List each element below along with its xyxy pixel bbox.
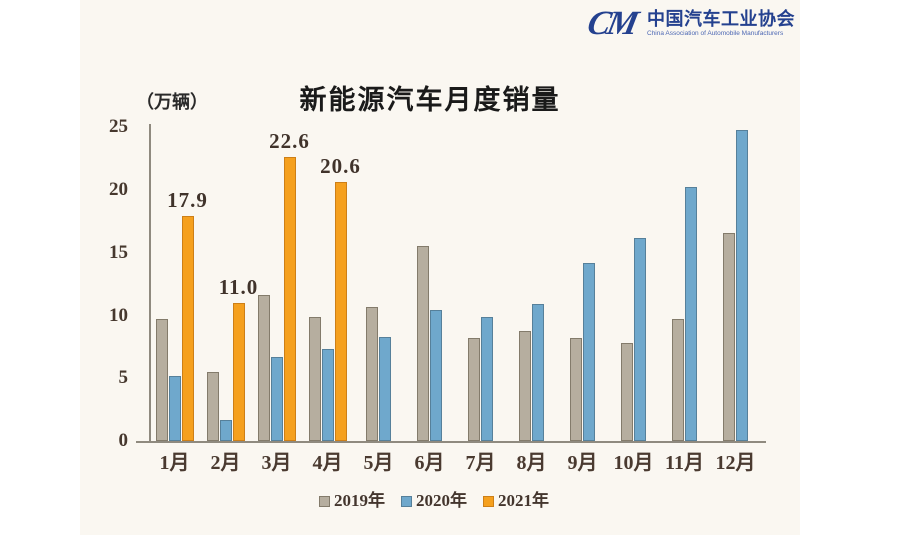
- bar-2019年-2月: [206, 372, 219, 441]
- bar-2019年-10月: [621, 343, 633, 441]
- bar-2020年-8月: [532, 304, 544, 441]
- bar-2020年-6月: [430, 310, 442, 441]
- legend-item-2019年: 2019年: [319, 491, 385, 511]
- bar-value-label-2月: 11.0: [218, 275, 259, 299]
- legend-swatch-2021年: [483, 495, 494, 507]
- x-axis-label-10月: 10月: [613, 452, 654, 474]
- bar-2019年-12月: [723, 233, 735, 441]
- bar-2021年-2月: [232, 303, 245, 441]
- logo-name-cn: 中国汽车工业协会: [647, 9, 795, 29]
- bar-2020年-1月: [168, 376, 181, 441]
- bar-2020年-10月: [634, 238, 646, 441]
- legend-swatch-2020年: [401, 495, 412, 507]
- bar-2020年-4月: [321, 349, 334, 441]
- bar-2019年-3月: [257, 295, 270, 441]
- y-axis-tick-label: 25: [109, 116, 128, 138]
- bar-2019年-9月: [570, 338, 582, 441]
- bar-2019年-4月: [308, 317, 321, 441]
- bar-2019年-1月: [155, 319, 168, 441]
- x-axis-label-11月: 11月: [665, 452, 704, 474]
- legend-label-2021年: 2021年: [498, 491, 549, 510]
- chart-title: 新能源汽车月度销量: [299, 85, 561, 115]
- bar-2020年-7月: [481, 317, 493, 441]
- x-axis-label-2月: 2月: [210, 452, 241, 474]
- bar-2019年-5月: [366, 307, 378, 441]
- caam-logo: CM 中国汽车工业协会 China Association of Automob…: [584, 5, 795, 42]
- x-axis-label-7月: 7月: [465, 452, 496, 474]
- bar-value-label-3月: 22.6: [269, 129, 310, 153]
- logo-name-en: China Association of Automobile Manufact…: [647, 30, 784, 37]
- x-axis-label-8月: 8月: [516, 452, 547, 474]
- bar-2019年-11月: [672, 319, 684, 441]
- legend-item-2021年: 2021年: [483, 491, 549, 511]
- x-axis-label-4月: 4月: [312, 452, 343, 474]
- y-axis-line: [149, 124, 151, 443]
- slide-panel: CM 中国汽车工业协会 China Association of Automob…: [80, 0, 800, 535]
- bar-value-label-4月: 20.6: [320, 154, 361, 178]
- bar-2020年-11月: [685, 187, 697, 441]
- x-axis-label-9月: 9月: [567, 452, 598, 474]
- x-axis-label-5月: 5月: [363, 452, 394, 474]
- x-axis-label-6月: 6月: [414, 452, 445, 474]
- y-axis-unit-label: （万辆）: [136, 92, 208, 112]
- x-axis-label-12月: 12月: [715, 452, 756, 474]
- bar-value-label-1月: 17.9: [167, 188, 208, 212]
- bar-2020年-12月: [736, 130, 748, 441]
- legend-item-2020年: 2020年: [401, 491, 467, 511]
- bar-2019年-8月: [519, 331, 531, 441]
- legend-label-2020年: 2020年: [416, 491, 467, 510]
- y-axis-tick-label: 0: [118, 430, 129, 451]
- x-axis-label-1月: 1月: [159, 452, 190, 474]
- bar-2020年-9月: [583, 263, 595, 441]
- legend: 2019年 2020年 2021年: [80, 491, 788, 511]
- legend-label-2019年: 2019年: [334, 491, 385, 510]
- bar-2020年-5月: [379, 337, 391, 441]
- bar-2021年-1月: [181, 216, 194, 441]
- bar-2021年-4月: [334, 182, 347, 441]
- x-axis-line: [136, 441, 766, 443]
- plot-area: 0 5 10 15 20 25 17.9 1月 11.0 2月 22.6 3月 20.6 4月 5月 6月 7月…: [80, 0, 800, 535]
- y-axis-tick-label: 20: [109, 179, 128, 200]
- legend-swatch-2019年: [319, 495, 330, 507]
- y-axis-tick-label: 15: [109, 241, 128, 263]
- caam-logo-text: 中国汽车工业协会 China Association of Automobile…: [647, 6, 795, 38]
- bar-2021年-3月: [283, 157, 296, 441]
- y-axis-tick-label: 10: [109, 304, 128, 326]
- bar-2020年-2月: [219, 420, 232, 441]
- bar-2019年-7月: [468, 338, 480, 441]
- x-axis-label-3月: 3月: [261, 452, 292, 474]
- bar-2020年-3月: [270, 357, 283, 441]
- bar-2019年-6月: [417, 246, 429, 441]
- y-axis-tick-label: 5: [118, 367, 129, 389]
